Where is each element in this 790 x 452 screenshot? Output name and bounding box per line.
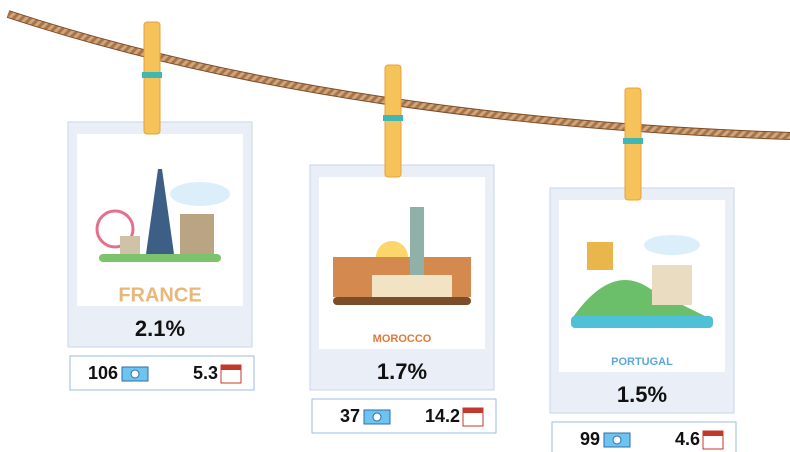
money-icon-coin [131,370,139,378]
tower [652,265,692,305]
cloud [170,182,230,206]
destination-name: MOROCCO [373,333,432,345]
share: 1.7% [377,359,427,384]
share: 2.1% [135,316,185,341]
card: PORTUGAL 1.5% 99 4.6 [550,88,736,452]
visit-count: 106 [88,363,118,383]
stay-days: 14.2 [425,406,460,426]
share: 1.5% [617,382,667,407]
cards: FRANCE 2.1% 106 5.3 MOROCCO 1.7% 37 14.2 PORTUGA… [68,22,736,452]
money-icon-coin [613,436,621,444]
calendar-icon-top [703,431,723,436]
water [571,316,713,328]
clothespin-band [623,138,643,144]
money-icon-coin [373,413,381,421]
cathedral [180,214,214,254]
card: MOROCCO 1.7% 37 14.2 [310,65,496,433]
palace [587,242,613,270]
ground [99,254,221,262]
ground [333,297,471,305]
cloud [644,235,700,255]
destination-name: PORTUGAL [611,356,673,368]
clothespin-band [142,72,162,78]
destination-name: FRANCE [118,284,201,306]
arch [120,236,140,254]
visit-count: 99 [580,429,600,449]
card: FRANCE 2.1% 106 5.3 [68,22,254,390]
clothespin-band [383,115,403,121]
stay-days: 4.6 [675,429,700,449]
calendar-icon-top [463,408,483,413]
visit-count: 37 [340,406,360,426]
infographic: FRANCE 2.1% 106 5.3 MOROCCO 1.7% 37 14.2 PORTUGA… [0,0,790,452]
mosque [372,275,452,297]
calendar-icon-top [221,365,241,370]
stay-days: 5.3 [193,363,218,383]
